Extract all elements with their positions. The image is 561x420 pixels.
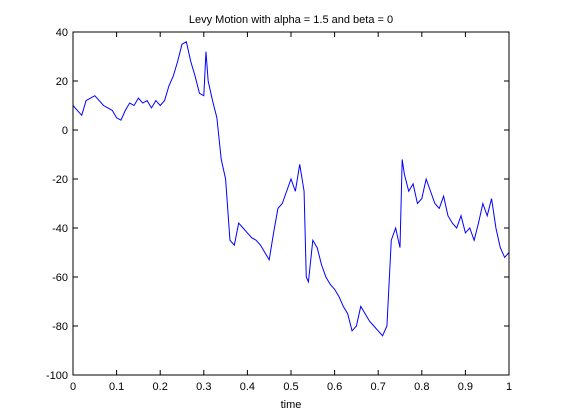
y-tick-label: -40 <box>52 223 68 235</box>
y-tick-label: 20 <box>56 76 68 88</box>
x-tick-label: 0.2 <box>153 381 168 393</box>
y-tick-label: 0 <box>62 125 68 137</box>
x-axis-label: time <box>281 399 302 411</box>
x-tick-label: 0.5 <box>283 381 298 393</box>
x-tick-label: 1 <box>506 381 512 393</box>
x-tick-label: 0 <box>70 381 76 393</box>
y-tick-label: -20 <box>52 174 68 186</box>
x-tick-label: 0.6 <box>327 381 342 393</box>
y-tick-label: -100 <box>46 370 68 382</box>
x-tick-label: 0.4 <box>240 381 255 393</box>
y-tick-label: 40 <box>56 27 68 39</box>
x-tick-label: 0.1 <box>109 381 124 393</box>
y-tick-label: -60 <box>52 272 68 284</box>
plot-frame <box>72 31 510 376</box>
chart-title: Levy Motion with alpha = 1.5 and beta = … <box>189 14 393 26</box>
data-line <box>72 41 510 337</box>
y-tick-label: -80 <box>52 321 68 333</box>
x-tick-label: 0.8 <box>414 381 429 393</box>
x-tick-label: 0.9 <box>458 381 473 393</box>
x-tick-label: 0.3 <box>196 381 211 393</box>
x-tick-label: 0.7 <box>371 381 386 393</box>
